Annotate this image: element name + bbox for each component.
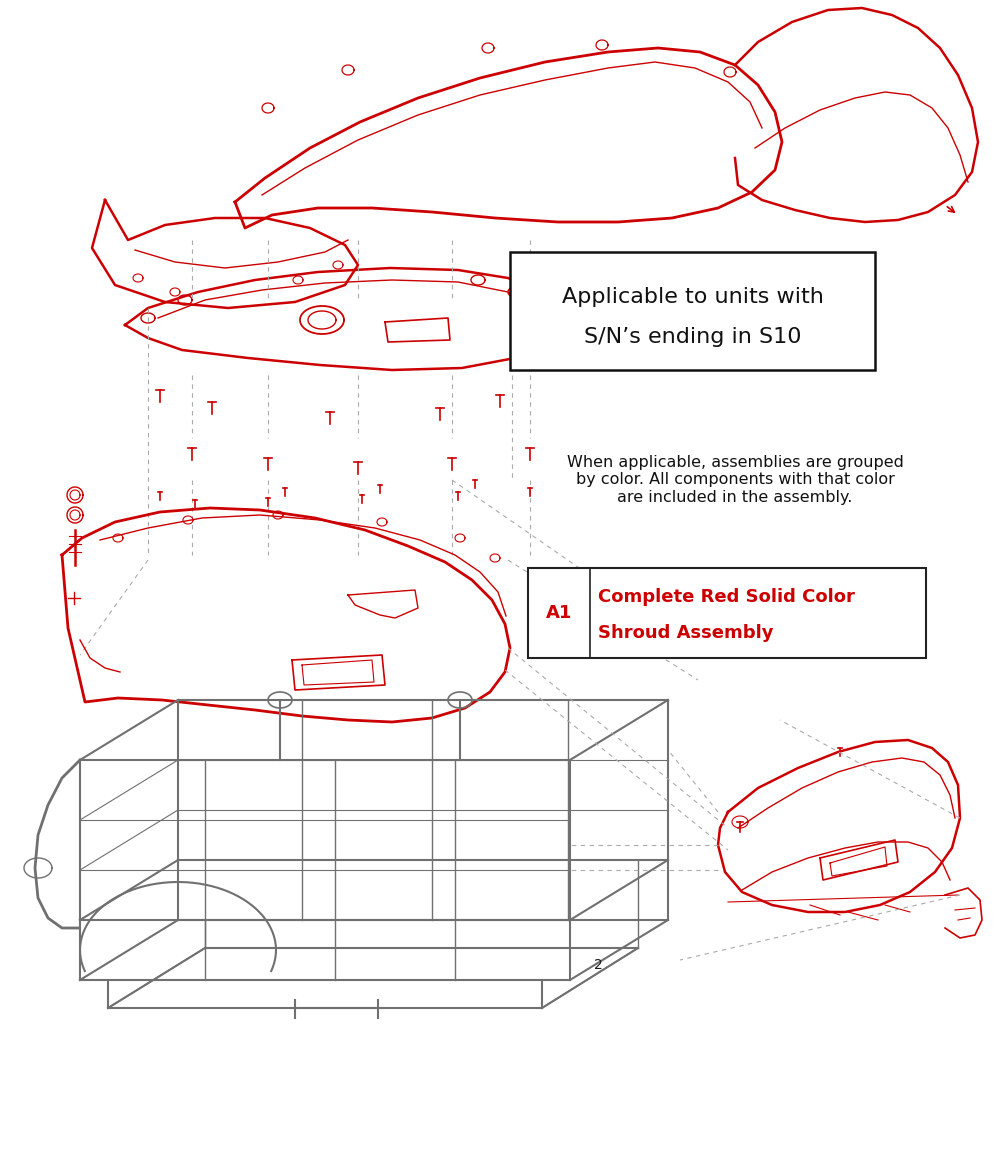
Text: When applicable, assemblies are grouped
by color. All components with that color: When applicable, assemblies are grouped … [567, 455, 903, 505]
Text: Shroud Assembly: Shroud Assembly [598, 624, 774, 642]
Text: Applicable to units with: Applicable to units with [562, 287, 823, 307]
Bar [528, 568, 926, 658]
Text: 2: 2 [594, 958, 602, 972]
Text: S/N’s ending in S10: S/N’s ending in S10 [584, 327, 801, 347]
Text: Complete Red Solid Color: Complete Red Solid Color [598, 588, 855, 606]
Text: A1: A1 [546, 605, 572, 622]
Bar [510, 252, 875, 370]
